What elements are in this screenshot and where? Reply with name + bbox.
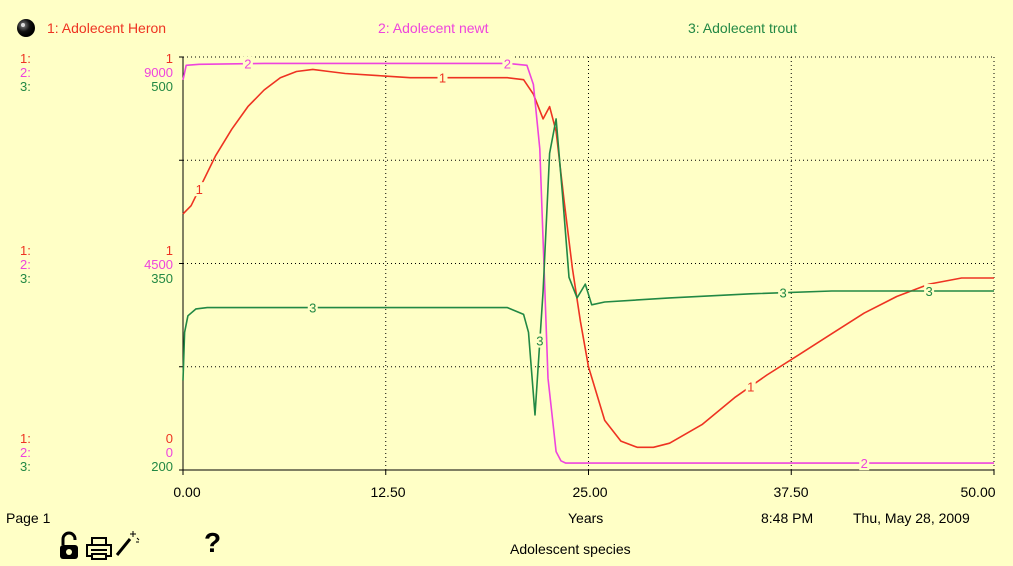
series-3-marker-bg (534, 333, 545, 348)
timestamp-time: 8:48 PM (761, 510, 814, 526)
axis-value-2-bottom: 0 (165, 445, 173, 460)
series-3-marker: 3 (536, 334, 543, 349)
series-2-marker-bg (502, 56, 513, 71)
magic-wand-icon[interactable] (114, 530, 140, 563)
axis-value-1-bottom: 0 (165, 431, 173, 446)
series-1-marker-bg (194, 182, 205, 197)
axis-value-1-middle: 1 (165, 243, 173, 258)
axis-index-1-bottom: 1: (20, 431, 31, 446)
x-tick-label: 0.00 (173, 484, 201, 500)
series-2-marker-bg (859, 456, 870, 471)
series-3-marker-bg (924, 284, 935, 299)
axis-index-1-middle: 1: (20, 243, 31, 258)
series-1-line (182, 68, 994, 449)
axis-index-2-top: 2: (20, 65, 31, 80)
x-tick-label: 12.50 (370, 484, 406, 500)
axis-value-2-middle: 4500 (144, 257, 173, 272)
axis-value-2-top: 9000 (144, 65, 173, 80)
series-3-marker: 3 (926, 284, 933, 299)
series-2-marker: 2 (861, 456, 868, 471)
series-1-marker: 1 (196, 182, 203, 197)
series-2-marker: 2 (504, 56, 511, 71)
axis-value-1-top: 1 (165, 51, 173, 66)
x-tick-label: 50.00 (960, 484, 996, 500)
axis-index-3-top: 3: (20, 79, 31, 94)
legend-series-2: 2: Adolecent newt (378, 20, 489, 36)
series-3-marker-bg (778, 285, 789, 300)
x-axis-label: Years (568, 510, 604, 526)
series-3-line (182, 118, 994, 416)
series-3-marker: 3 (780, 286, 787, 301)
axis-value-3-middle: 350 (151, 271, 173, 286)
axis-value-3-bottom: 200 (151, 459, 173, 474)
series-3-marker: 3 (309, 301, 316, 316)
page-indicator[interactable]: Page 1 (6, 510, 51, 526)
axis-index-3-bottom: 3: (20, 459, 31, 474)
series-1-marker-bg (437, 70, 448, 85)
x-tick-label: 25.00 (572, 484, 608, 500)
chart-title: Adolescent species (510, 541, 631, 557)
axis-value-3-top: 500 (151, 79, 173, 94)
axis-index-3-middle: 3: (20, 271, 31, 286)
legend-series-1: 1: Adolecent Heron (47, 20, 167, 36)
series-2-marker: 2 (244, 57, 251, 72)
sphere-icon[interactable] (16, 18, 36, 43)
help-icon[interactable]: ? (204, 527, 222, 558)
series-2-line (182, 62, 994, 464)
x-tick-label: 37.50 (773, 484, 809, 500)
axis-index-1-top: 1: (20, 51, 31, 66)
series-1-marker: 1 (747, 379, 754, 394)
axis-index-2-middle: 2: (20, 257, 31, 272)
series-2-marker-bg (242, 56, 253, 71)
series-1-marker: 1 (439, 71, 446, 86)
legend-series-3: 3: Adolecent trout (688, 20, 797, 36)
series-3-marker-bg (307, 300, 318, 315)
unlock-icon[interactable] (58, 531, 82, 566)
print-icon[interactable] (85, 537, 113, 566)
axis-index-2-bottom: 2: (20, 445, 31, 460)
series-1-marker-bg (745, 379, 756, 394)
timestamp-date: Thu, May 28, 2009 (853, 510, 970, 526)
